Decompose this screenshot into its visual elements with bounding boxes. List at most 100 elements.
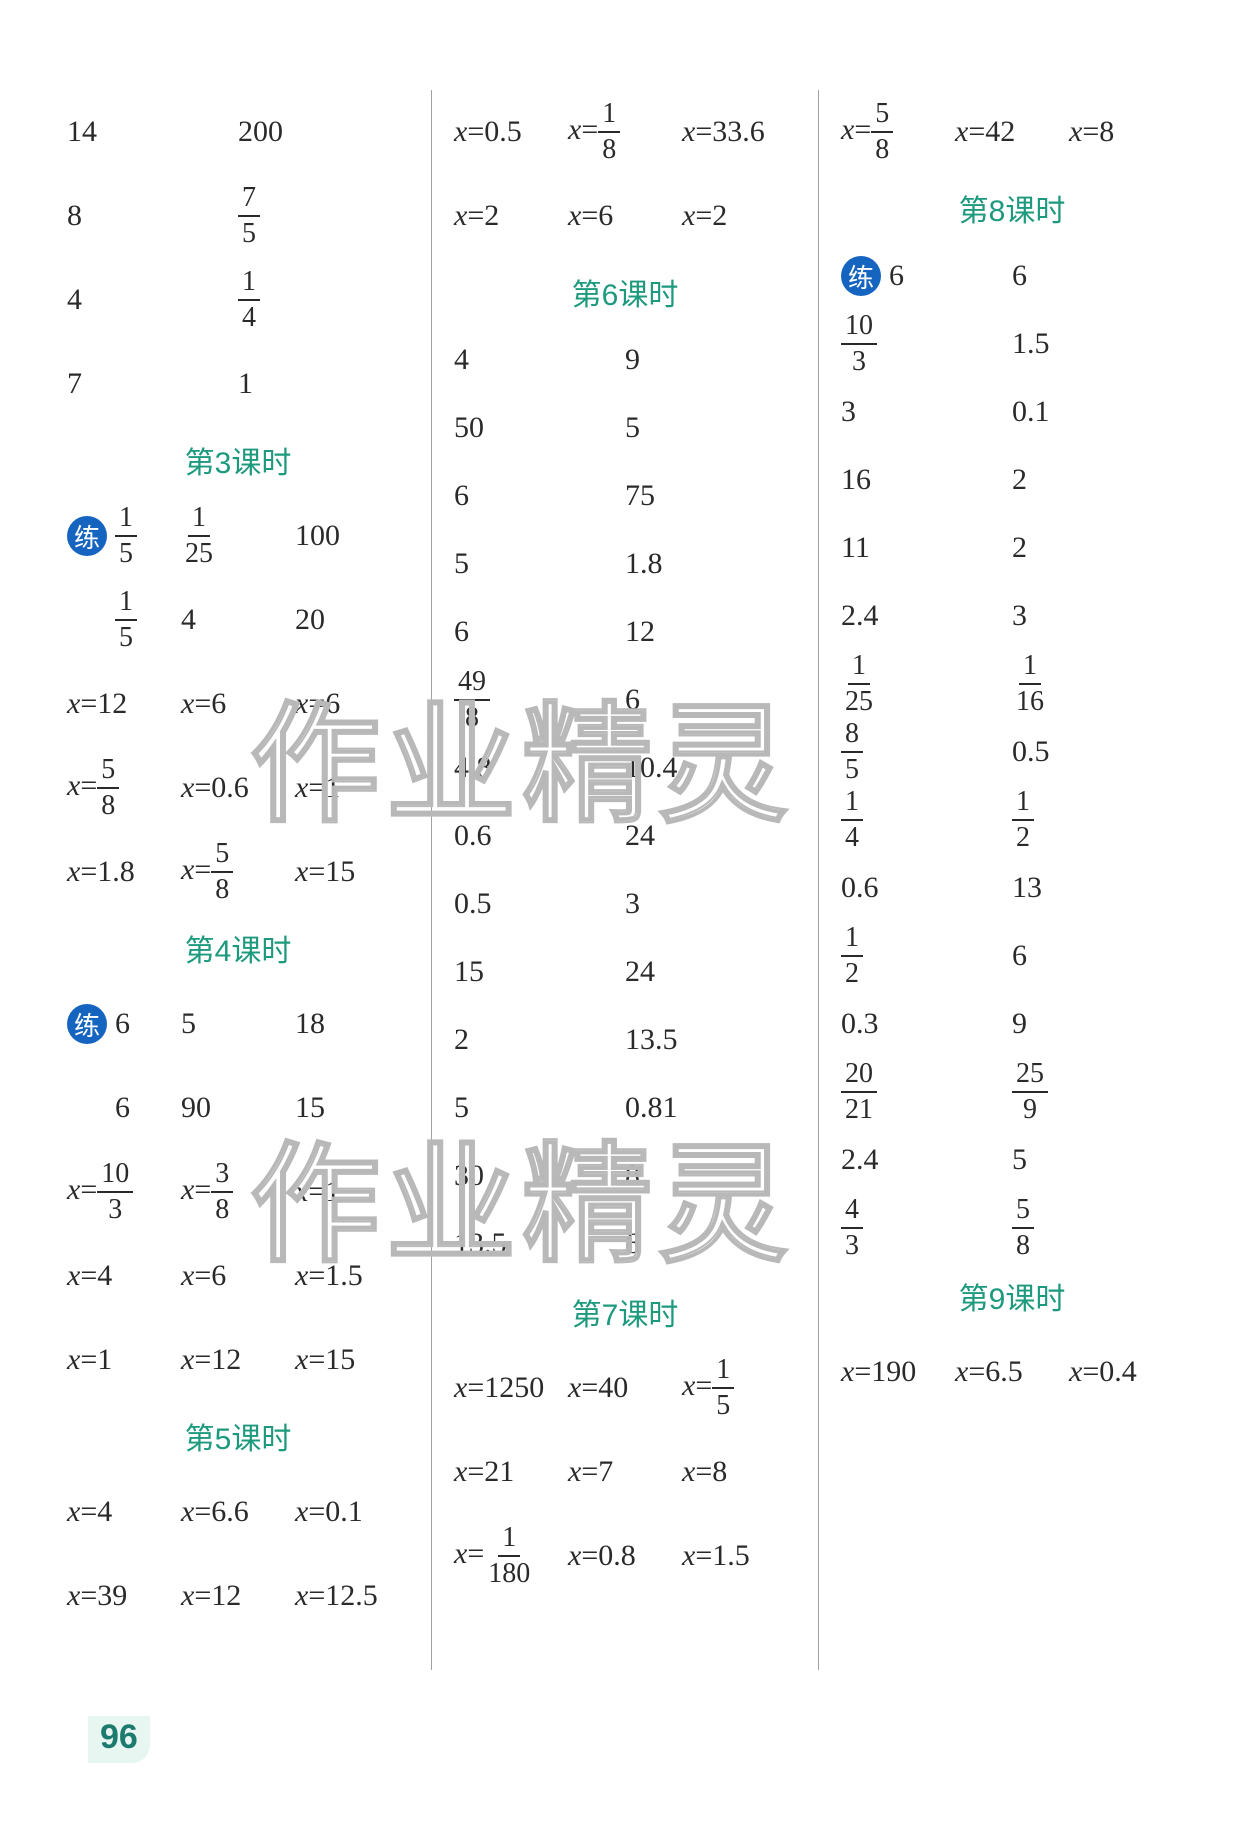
answer-row: x=58x=0.6x=1 [67, 746, 409, 830]
answer-cell: 125 [181, 504, 295, 568]
answer-cell: 0.5 [1012, 735, 1183, 769]
lesson-header: 第8课时 [841, 174, 1183, 242]
answer-cell: x=58 [181, 840, 295, 904]
lesson-header: 第6课时 [454, 258, 796, 326]
answer-cell: x=12.5 [295, 1579, 409, 1613]
answer-cell: 5 [625, 411, 796, 445]
answer-row: 71 [67, 342, 409, 426]
answer-row: 0.53 [454, 870, 796, 938]
answer-row: 14200 [67, 90, 409, 174]
answer-row: x=39x=12x=12.5 [67, 1554, 409, 1638]
answer-cell: x=58 [67, 756, 181, 820]
answer-cell: 8 [67, 199, 238, 233]
answer-cell: x=2 [682, 199, 796, 233]
answer-row: 675 [454, 462, 796, 530]
answer-cell: 85 [841, 720, 1012, 784]
answer-cell: x=103 [67, 1160, 181, 1224]
answer-cell: 5 [454, 1091, 625, 1125]
answer-cell: x=1.8 [67, 855, 181, 889]
answer-row: 练6518 [67, 982, 409, 1066]
answer-cell: 2 [1012, 463, 1183, 497]
answer-cell: 0.1 [1012, 395, 1183, 429]
column-3: x=58x=42x=8第8课时练661031.530.11621122.4312… [819, 90, 1205, 1670]
answer-cell: 30 [454, 1159, 625, 1193]
answer-row: 308 [454, 1142, 796, 1210]
answer-cell: 3 [625, 887, 796, 921]
lesson-header: 第3课时 [67, 426, 409, 494]
answer-cell: x=6 [181, 1259, 295, 1293]
column-2: x=0.5x=18x=33.6x=2x=6x=2第6课时4950567551.8… [432, 90, 819, 1670]
answer-cell: x=0.6 [181, 771, 295, 805]
answer-row: 612 [454, 598, 796, 666]
answer-page: 1420087541471第3课时练1512510015420x=12x=6x=… [45, 90, 1205, 1670]
answer-cell: x=33.6 [682, 115, 796, 149]
answer-row: 30.1 [841, 378, 1183, 446]
answer-cell: 2 [454, 1023, 625, 1057]
answer-cell: 200 [238, 115, 409, 149]
answer-row: x=21x=7x=8 [454, 1430, 796, 1514]
answer-cell: 2021 [841, 1060, 1012, 1124]
answer-cell: 15 [67, 588, 181, 652]
answer-row: 875 [67, 174, 409, 258]
answer-row: 505 [454, 394, 796, 462]
answer-cell: 15 [454, 955, 625, 989]
answer-cell: x=8 [682, 1455, 796, 1489]
answer-cell: x=6.6 [181, 1495, 295, 1529]
answer-row: 4.810.4 [454, 734, 796, 802]
answer-cell: 24 [625, 955, 796, 989]
answer-cell: 103 [841, 312, 1012, 376]
answer-row: x=4x=6.6x=0.1 [67, 1470, 409, 1554]
answer-cell: 13.5 [625, 1023, 796, 1057]
answer-row: x=2x=6x=2 [454, 174, 796, 258]
answer-cell: x=42 [955, 115, 1069, 149]
answer-cell: x=6 [181, 687, 295, 721]
answer-cell: 20 [295, 603, 409, 637]
answer-row: x=1250x=40x=15 [454, 1346, 796, 1430]
answer-cell: x=40 [568, 1371, 682, 1405]
answer-row: 2.45 [841, 1126, 1183, 1194]
answer-cell: 14 [841, 788, 1012, 852]
answer-cell: 43 [841, 1196, 1012, 1260]
answer-row: 125116 [841, 650, 1183, 718]
answer-cell: 5 [181, 1007, 295, 1041]
answer-cell: 9 [625, 343, 796, 377]
answer-cell: x=0.1 [295, 1495, 409, 1529]
answer-cell: 50 [454, 411, 625, 445]
answer-row: 1412 [841, 786, 1183, 854]
answer-row: 1524 [454, 938, 796, 1006]
answer-cell: 15 [295, 1091, 409, 1125]
answer-cell: 7 [67, 367, 238, 401]
answer-row: 0.39 [841, 990, 1183, 1058]
answer-cell: 58 [1012, 1196, 1183, 1260]
answer-cell: x=38 [181, 1160, 295, 1224]
answer-cell: x=1 [67, 1343, 181, 1377]
answer-cell: x=0.4 [1069, 1355, 1183, 1389]
answer-cell: 0.6 [841, 871, 1012, 905]
answer-row: 126 [841, 922, 1183, 990]
column-1: 1420087541471第3课时练1512510015420x=12x=6x=… [45, 90, 432, 1670]
answer-row: 213.5 [454, 1006, 796, 1074]
answer-cell: 1.5 [1012, 327, 1183, 361]
answer-cell: x=15 [295, 1343, 409, 1377]
answer-cell: 2 [1012, 531, 1183, 565]
answer-cell: x=15 [295, 855, 409, 889]
answer-cell: x=1250 [454, 1371, 568, 1405]
answer-row: 2.43 [841, 582, 1183, 650]
answer-cell: 259 [1012, 1060, 1183, 1124]
answer-cell: 6 [454, 615, 625, 649]
answer-cell: 8 [625, 1159, 796, 1193]
answer-cell: 3 [1012, 599, 1183, 633]
answer-cell: 12 [841, 924, 1012, 988]
answer-cell: 1 [238, 367, 409, 401]
answer-cell: 116 [1012, 652, 1183, 716]
answer-cell: x=21 [454, 1455, 568, 1489]
answer-row: 4358 [841, 1194, 1183, 1262]
answer-cell: 10.4 [625, 751, 796, 785]
answer-row: 1031.5 [841, 310, 1183, 378]
answer-row: 49 [454, 326, 796, 394]
answer-cell: x=2 [454, 199, 568, 233]
answer-cell: 2.4 [841, 1143, 1012, 1177]
lesson-header: 第9课时 [841, 1262, 1183, 1330]
answer-cell: 75 [625, 479, 796, 513]
answer-cell: 6 [625, 1227, 796, 1261]
